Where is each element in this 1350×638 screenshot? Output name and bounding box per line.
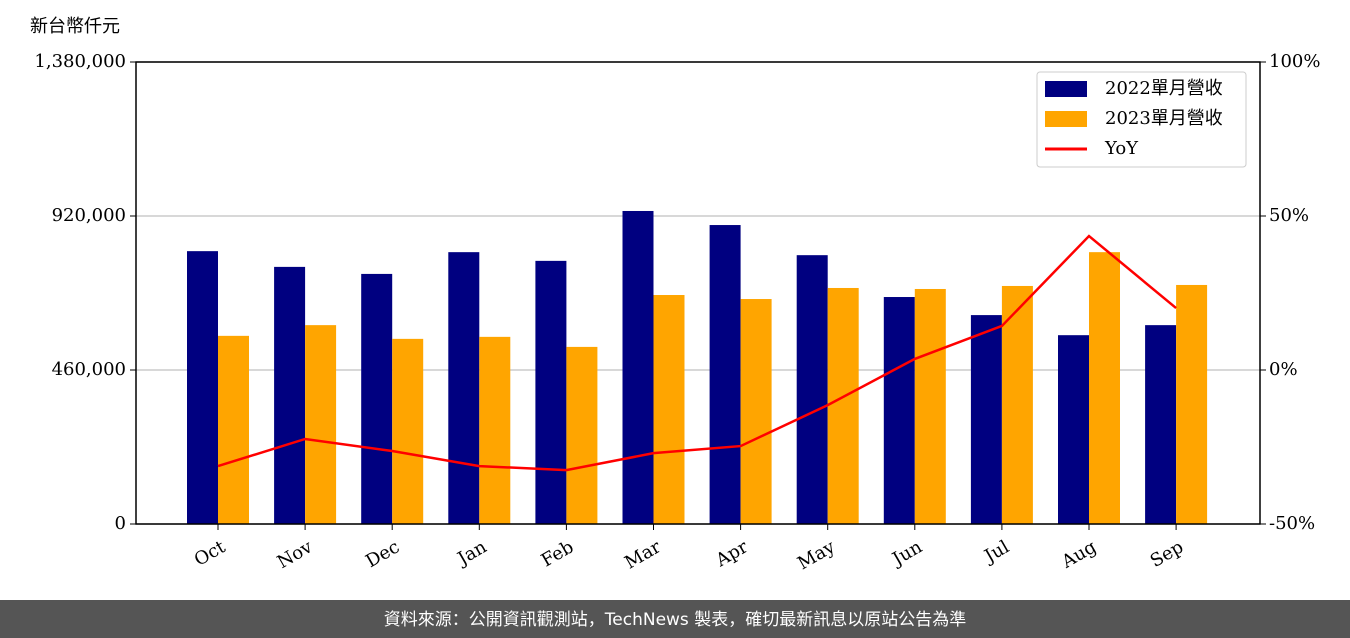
- bar: [1058, 335, 1089, 524]
- x-tick-label: Dec: [362, 536, 403, 572]
- y-tick-label: 920,000: [52, 205, 126, 226]
- x-tick-label: Apr: [712, 536, 752, 571]
- legend: 2022單月營收 2023單月營收 YoY: [1036, 71, 1247, 168]
- bar: [187, 251, 218, 525]
- bar: [566, 346, 598, 524]
- y2-tick-label: 50%: [1269, 205, 1309, 226]
- bar: [448, 252, 480, 524]
- y2-tick-label: 100%: [1269, 51, 1320, 72]
- y-tick-label: 0: [115, 513, 126, 534]
- y2-tick-label: -50%: [1269, 513, 1315, 534]
- bar: [1176, 284, 1208, 524]
- bar: [1145, 325, 1177, 524]
- bar: [709, 225, 741, 524]
- footer: 資料來源：公開資訊觀測站，TechNews 製表，確切最新訊息以原站公告為準: [384, 610, 966, 630]
- y-tick-label: 460,000: [52, 359, 126, 380]
- footer-bar: [0, 600, 1350, 638]
- bar: [361, 273, 393, 524]
- legend-key: [1045, 111, 1087, 127]
- x-tick-label: Jun: [887, 536, 926, 571]
- bar: [392, 338, 424, 524]
- y-axis-label: 新台幣仟元: [30, 16, 120, 37]
- bar: [914, 288, 946, 524]
- x-tick-label: Jan: [452, 536, 490, 570]
- bar: [622, 210, 654, 524]
- legend-label: YoY: [1104, 138, 1139, 159]
- x-tick-label: Feb: [538, 536, 578, 571]
- x-tick-label: May: [794, 536, 839, 574]
- x-tick-label: Oct: [191, 536, 230, 571]
- bar: [970, 315, 1002, 524]
- y2-tick-label: 0%: [1269, 359, 1298, 380]
- bar: [1001, 285, 1033, 524]
- legend-label: 2022單月營收: [1105, 78, 1223, 99]
- bar: [827, 287, 859, 524]
- x-tick-label: Nov: [274, 536, 317, 573]
- legend-label: 2023單月營收: [1105, 108, 1223, 129]
- plot-frame: [135, 61, 1261, 525]
- legend-key: [1045, 81, 1087, 97]
- bar: [740, 299, 772, 524]
- bar: [796, 255, 828, 525]
- bar: [1089, 252, 1120, 524]
- bar: [479, 336, 511, 524]
- x-tick-label: Mar: [621, 536, 665, 573]
- bar: [305, 325, 337, 524]
- bar: [274, 266, 306, 524]
- legend-box: [1036, 71, 1247, 168]
- bar: [653, 295, 685, 524]
- bar: [883, 297, 915, 524]
- y-tick-label: 1,380,000: [34, 51, 126, 72]
- x-tick-label: Sep: [1147, 536, 1187, 571]
- x-tick-label: Aug: [1057, 536, 1100, 573]
- bar: [535, 260, 567, 524]
- x-tick-label: Jul: [979, 536, 1013, 568]
- bar: [218, 335, 249, 524]
- line: [217, 234, 1177, 472]
